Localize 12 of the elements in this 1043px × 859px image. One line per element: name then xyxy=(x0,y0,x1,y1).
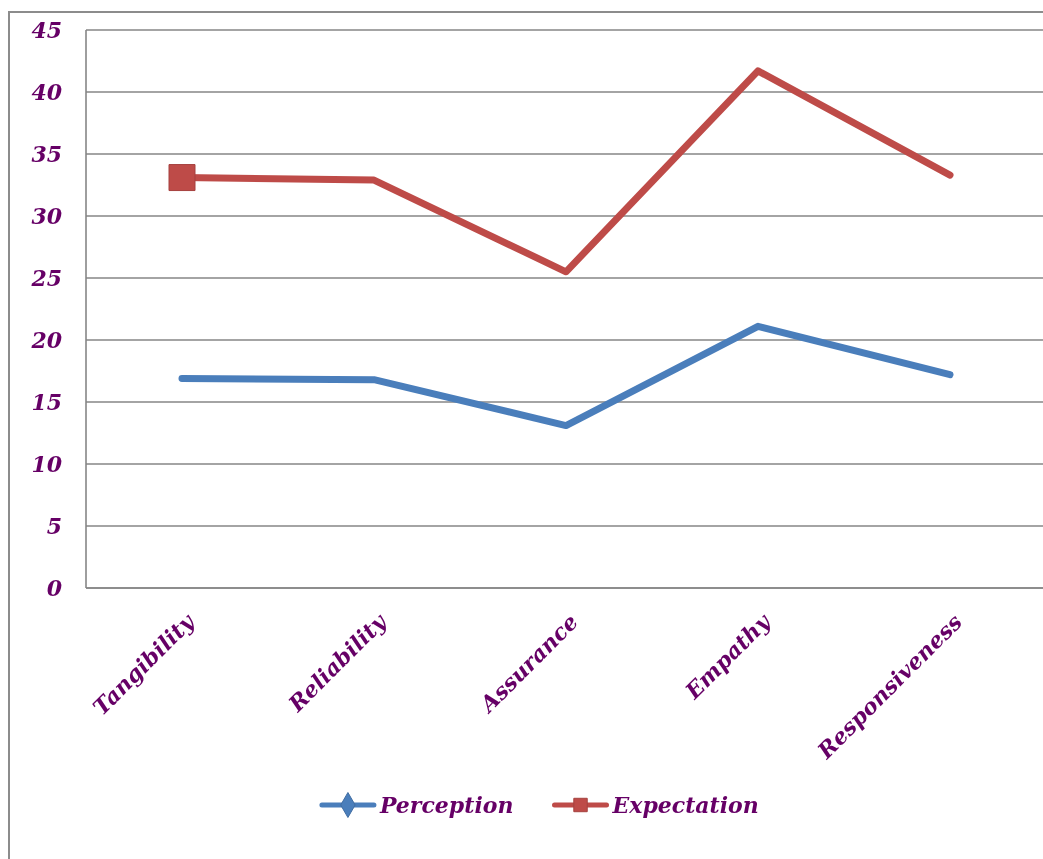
y-tick-label: 10 xyxy=(31,450,63,477)
y-tick-label: 20 xyxy=(30,326,63,353)
legend-label: Expectation xyxy=(611,791,759,818)
legend-label: Perception xyxy=(378,791,514,818)
y-tick-label: 30 xyxy=(31,202,63,229)
y-tick-label: 25 xyxy=(30,264,62,291)
y-tick-label: 0 xyxy=(46,574,63,601)
y-tick-label: 5 xyxy=(46,512,62,539)
y-tick-label: 45 xyxy=(31,16,62,43)
y-tick-label: 15 xyxy=(31,388,62,415)
y-tick-label: 40 xyxy=(31,78,63,105)
y-tick-label: 35 xyxy=(31,140,62,167)
